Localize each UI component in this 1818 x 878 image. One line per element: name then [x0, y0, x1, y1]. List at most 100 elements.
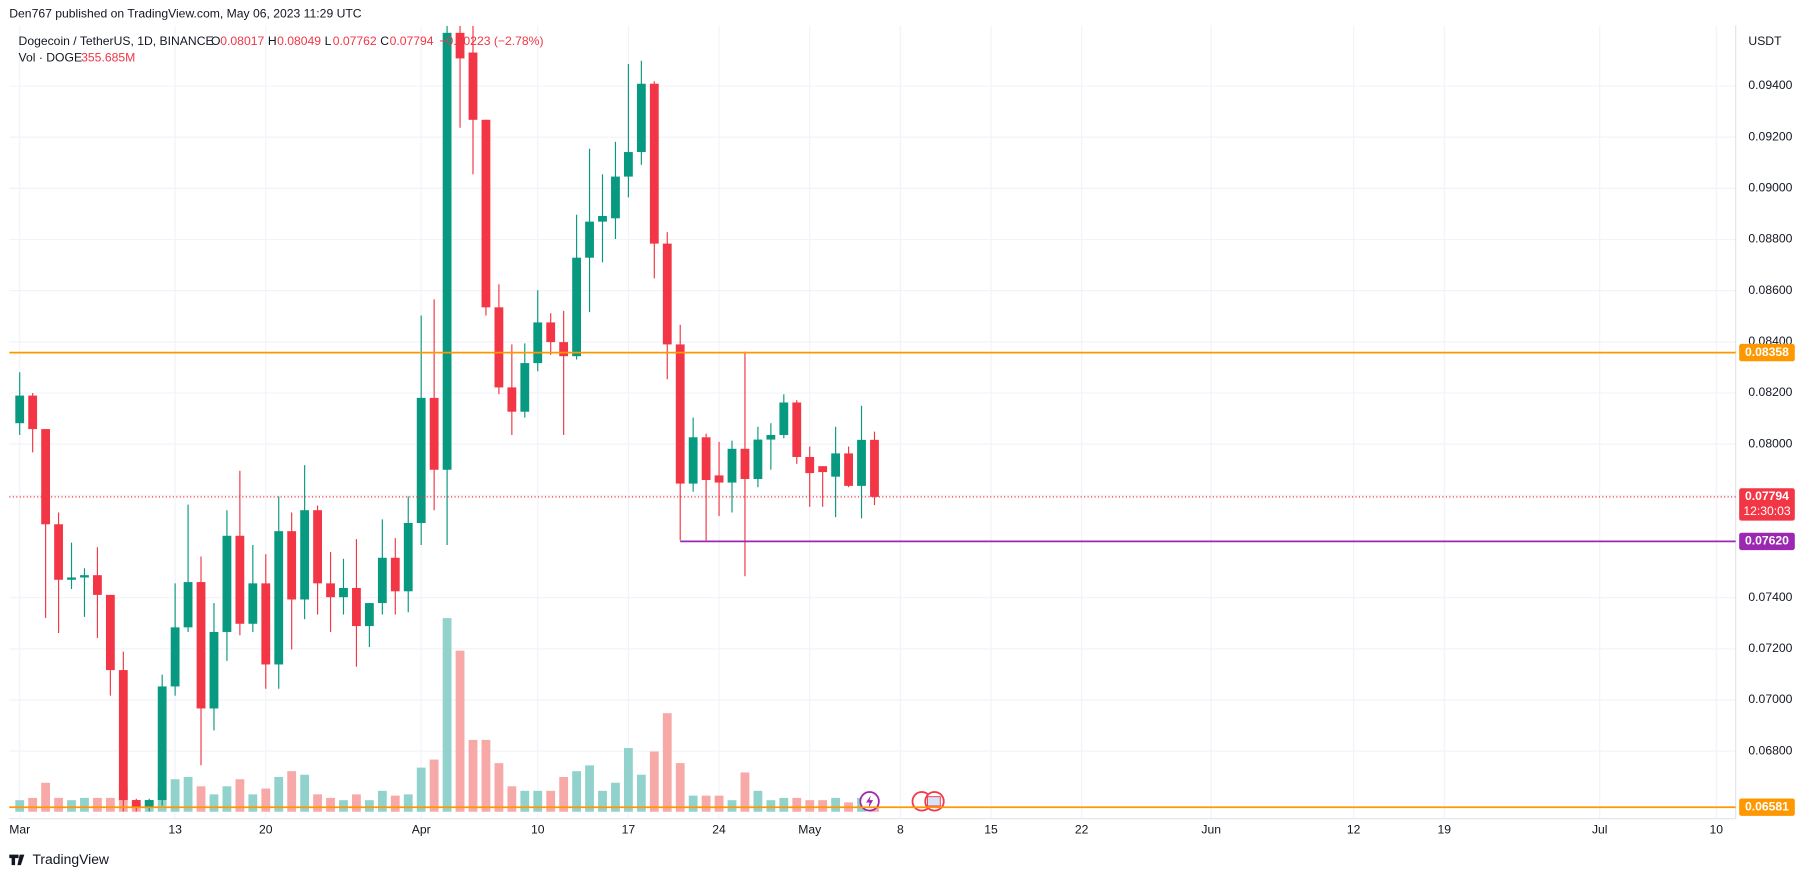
candle-body [364, 603, 374, 627]
currency-label: USDT [1748, 34, 1782, 48]
volume-bar [235, 779, 245, 812]
x-tick-label: 12 [1347, 823, 1361, 837]
candle-body [507, 387, 517, 412]
volume-bar [390, 795, 400, 812]
candle-body [429, 397, 439, 470]
volume-bar [818, 800, 828, 812]
candle-body [870, 439, 879, 497]
volume-bar [468, 739, 478, 812]
volume-bar [533, 790, 543, 812]
event-icons [859, 791, 945, 812]
candle-body [598, 215, 607, 222]
volume-bar [585, 765, 594, 812]
y-tick-label: 0.09400 [1748, 78, 1792, 92]
volume-label: Vol · DOGE [19, 50, 83, 64]
volume-bar [753, 790, 763, 812]
logo-text: TradingView [32, 851, 109, 867]
candle-body [740, 448, 750, 479]
volume-bar [326, 797, 335, 812]
candle-body [559, 342, 569, 357]
candle-body [54, 524, 63, 580]
candle-body [844, 453, 853, 486]
volume-bar [339, 800, 348, 812]
candle-body [416, 397, 426, 523]
plot-area [15, 25, 879, 812]
countdown: 12:30:03 [1743, 504, 1791, 518]
open-value: 0.08017 [220, 34, 264, 48]
volume-bar [831, 797, 841, 812]
volume-bar [54, 797, 63, 812]
x-tick-label: 10 [1710, 823, 1724, 837]
candle-body [533, 322, 543, 364]
candle-body [131, 800, 141, 808]
level-label: 0.08358 [1745, 345, 1789, 359]
volume-bar [623, 747, 633, 812]
y-tick-label: 0.06800 [1748, 743, 1792, 757]
volume-bar [403, 794, 413, 812]
candle-body [805, 456, 815, 474]
volume-bar [598, 790, 607, 812]
volume-bar [494, 763, 504, 812]
volume-bar [662, 713, 672, 812]
candle-body [209, 631, 219, 709]
logo-icon [9, 854, 25, 866]
volume-bar [28, 797, 38, 812]
candle-body [611, 176, 620, 219]
y-tick-label: 0.08800 [1748, 232, 1792, 246]
volume-bar [41, 782, 51, 812]
candle-body [753, 439, 763, 479]
volume-value: 355.685M [81, 50, 135, 64]
candle-body [287, 531, 297, 600]
candle-body [313, 510, 322, 584]
x-tick-label: 15 [984, 823, 998, 837]
volume-bar [805, 800, 815, 812]
x-tick-label: 22 [1075, 823, 1089, 837]
x-tick-label: 24 [712, 823, 726, 837]
candle-body [688, 437, 698, 484]
low-value: 0.07762 [333, 34, 377, 48]
volume-bar [688, 795, 698, 812]
volume-bar [80, 797, 89, 812]
level-label: 0.06581 [1745, 799, 1789, 813]
volume-bar [714, 795, 724, 812]
open-label: O [211, 34, 220, 48]
candle-body [157, 686, 167, 801]
volume-bar [274, 776, 284, 812]
footer-logo: TradingView [9, 851, 110, 867]
volume-bar [248, 794, 258, 812]
candle-body [494, 307, 504, 388]
x-tick-label: 17 [622, 823, 636, 837]
candle-body [818, 466, 828, 473]
volume-bar [546, 790, 556, 812]
x-tick-label: Jul [1592, 823, 1608, 837]
volume-bar [67, 800, 76, 812]
candle-body [300, 510, 310, 600]
candle-body [274, 531, 284, 665]
level-label-box [1739, 343, 1795, 362]
x-tick-label: May [798, 823, 822, 837]
candle-body [235, 535, 245, 624]
candle-body [41, 429, 51, 525]
y-tick-label: 0.07400 [1748, 590, 1792, 604]
volume-bar [481, 739, 491, 812]
volume-bar [183, 776, 193, 812]
volume-bar [222, 786, 232, 812]
volume-bar [416, 767, 426, 812]
candle-body [546, 322, 556, 343]
y-tick-label: 0.07000 [1748, 692, 1792, 706]
volume-bar [740, 772, 750, 812]
volume-bar [766, 800, 776, 812]
volume-bar [701, 795, 711, 812]
event-icon-glyph [927, 796, 941, 807]
current-price-box [1739, 488, 1795, 521]
high-value: 0.08049 [277, 34, 321, 48]
legend: Dogecoin / TetherUS, 1D, BINANCE O 0.080… [19, 34, 544, 64]
candle-body [403, 522, 413, 592]
event-icon-glyph [866, 795, 874, 809]
candle-body [727, 448, 737, 483]
candle-body [455, 32, 465, 59]
